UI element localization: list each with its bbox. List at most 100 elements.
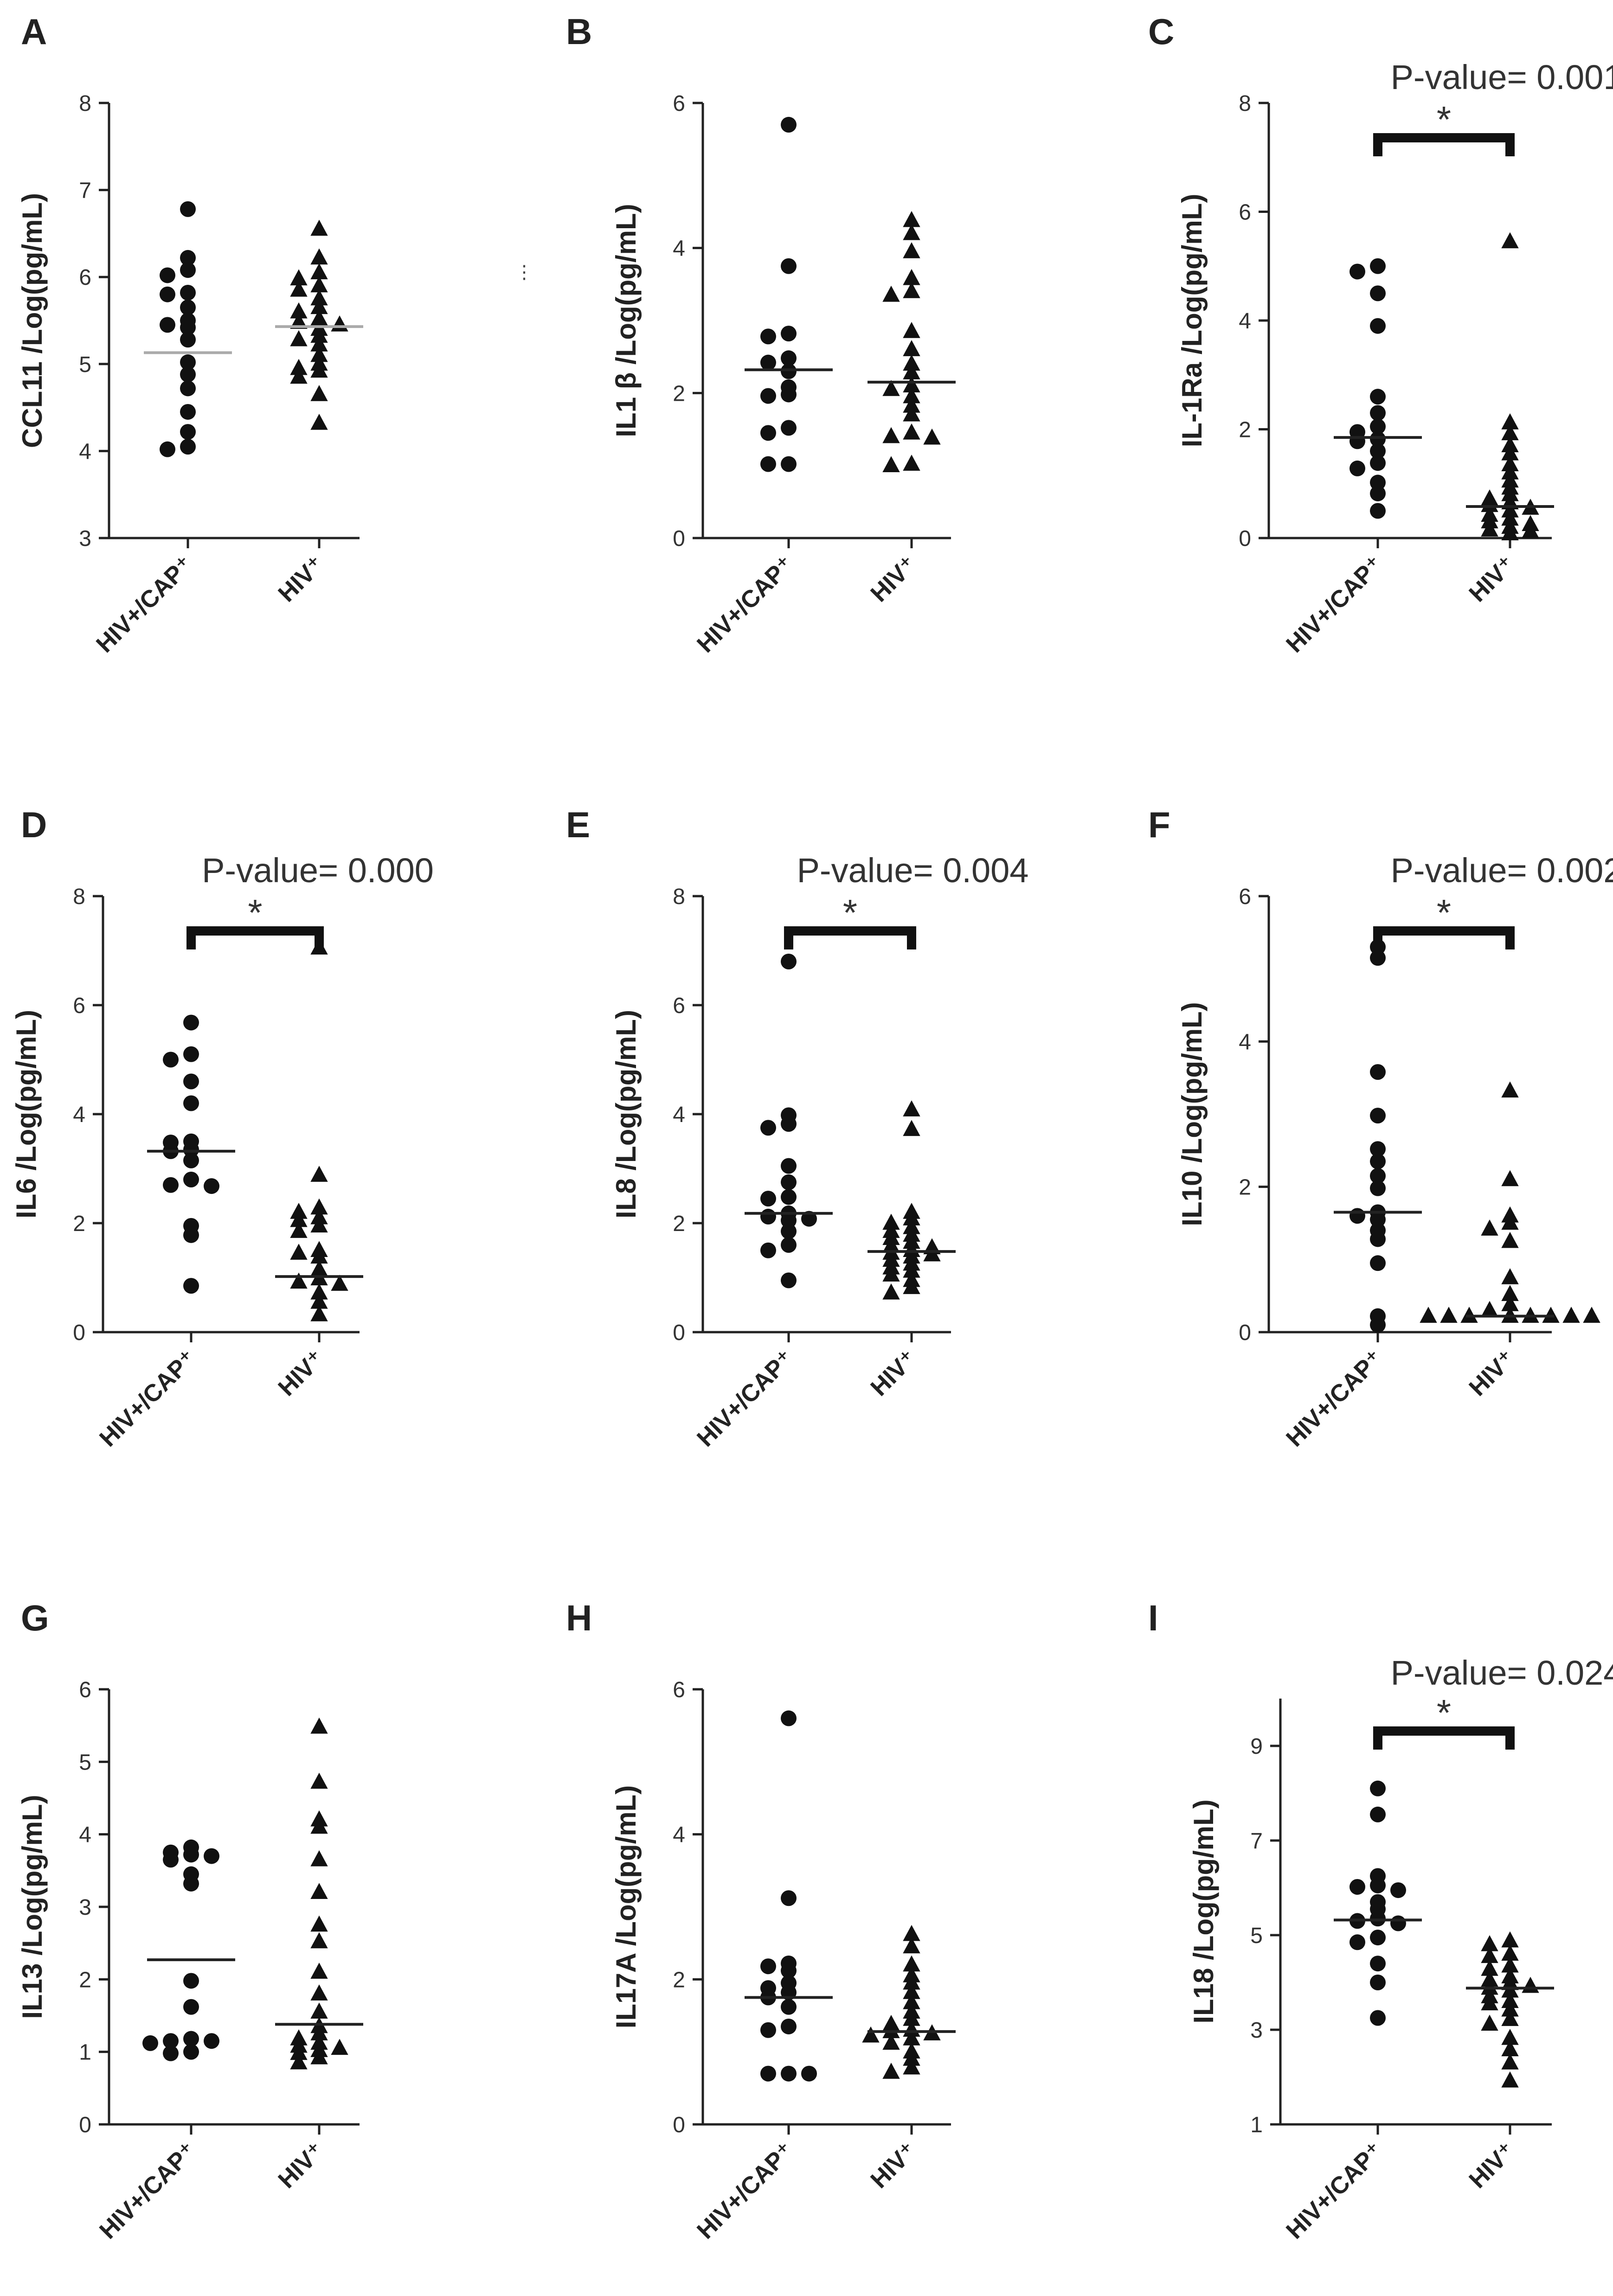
data-point-c-cap	[1370, 258, 1386, 274]
data-point-d-hiv	[310, 1216, 328, 1233]
data-point-f-cap	[1370, 939, 1386, 955]
panel-letter-f: F	[1148, 804, 1170, 845]
data-point-h-hiv	[903, 1937, 920, 1954]
data-point-i-hiv	[1481, 1947, 1498, 1963]
data-point-b-cap	[760, 328, 776, 345]
data-point-h-cap	[760, 1958, 776, 1975]
data-point-a-cap	[180, 262, 196, 278]
data-point-a-cap	[180, 299, 196, 315]
data-point-f-hiv	[1501, 1231, 1519, 1248]
data-point-i-hiv	[1522, 1976, 1539, 1993]
data-point-e-cap	[781, 1223, 797, 1239]
y-tick-label: 9	[1250, 1734, 1263, 1759]
y-tick-label: 6	[673, 994, 685, 1018]
data-point-g-cap	[163, 2045, 179, 2061]
data-point-c-hiv	[1501, 232, 1519, 249]
data-point-g-hiv	[310, 1772, 328, 1789]
data-point-h-cap	[760, 2022, 776, 2038]
data-point-c-hiv	[1501, 436, 1519, 452]
data-point-b-cap	[781, 456, 797, 472]
data-point-b-cap	[781, 258, 797, 274]
data-point-g-hiv	[310, 2048, 328, 2065]
y-tick-label: 4	[79, 1823, 91, 1847]
data-point-c-cap	[1370, 285, 1386, 301]
data-point-b-cap	[781, 116, 797, 133]
panel-letter-g: G	[21, 1597, 49, 1638]
data-point-c-hiv	[1501, 413, 1519, 430]
data-point-f-cap	[1370, 1168, 1386, 1184]
data-point-d-cap	[183, 1278, 199, 1294]
y-tick-label: 2	[673, 1212, 685, 1236]
y-tick-label: 2	[673, 381, 685, 406]
data-point-e-cap	[760, 1208, 776, 1225]
data-point-c-hiv	[1501, 455, 1519, 471]
data-point-b-hiv	[923, 428, 941, 445]
y-tick-label: 8	[1239, 91, 1251, 116]
y-tick-label: 4	[673, 237, 685, 261]
x-category-label: HIV⁺	[1464, 2137, 1521, 2193]
data-point-a-hiv	[290, 280, 308, 297]
data-point-d-hiv	[310, 938, 328, 955]
data-point-g-cap	[142, 2035, 158, 2051]
p-value-label: P-value= 0.004	[797, 851, 1029, 890]
data-point-b-hiv	[903, 282, 920, 298]
data-point-h-cap	[801, 2065, 817, 2082]
data-point-f-hiv	[1501, 1285, 1519, 1301]
y-tick-label: 4	[73, 1103, 85, 1127]
data-point-f-hiv	[1481, 1301, 1498, 1317]
data-point-a-cap	[180, 366, 196, 383]
data-point-h-hiv	[903, 1955, 920, 1972]
data-point-e-cap	[801, 1211, 817, 1227]
data-point-b-cap	[781, 363, 797, 379]
y-tick-label: 2	[1239, 1175, 1251, 1200]
data-point-d-hiv	[310, 1208, 328, 1225]
data-point-b-hiv	[903, 405, 920, 422]
y-axis-label: IL8 /Log(pg/mL)	[610, 1010, 642, 1219]
data-point-i-cap	[1370, 2010, 1386, 2026]
p-value-label: P-value= 0.001	[1391, 58, 1613, 96]
data-point-g-cap	[183, 1973, 199, 1989]
data-point-a-hiv	[290, 302, 308, 319]
data-point-g-hiv	[310, 1963, 328, 1979]
data-point-c-hiv	[1501, 524, 1519, 540]
y-tick-label: 2	[79, 1968, 91, 1992]
x-category-label: HIV⁺	[866, 1345, 922, 1401]
data-point-a-hiv	[290, 269, 308, 286]
y-tick-label: 3	[79, 526, 91, 551]
x-category-label: HIV⁺	[273, 2137, 330, 2193]
significance-star: *	[843, 892, 857, 933]
data-point-i-cap	[1370, 1930, 1386, 1946]
data-point-b-hiv	[882, 427, 900, 443]
data-point-f-cap	[1370, 1212, 1386, 1228]
data-point-c-cap	[1370, 318, 1386, 334]
data-point-d-hiv	[290, 1272, 308, 1289]
y-tick-label: 0	[673, 1321, 685, 1345]
data-point-c-hiv	[1501, 463, 1519, 480]
data-point-e-hiv	[882, 1265, 900, 1282]
data-point-g-hiv	[290, 2044, 308, 2060]
data-point-b-cap	[760, 456, 776, 472]
data-point-c-hiv	[1501, 424, 1519, 441]
data-point-a-hiv	[310, 298, 328, 314]
y-tick-label: 4	[1239, 309, 1251, 333]
data-point-d-hiv	[310, 1305, 328, 1321]
data-point-g-hiv	[310, 1817, 328, 1834]
data-point-i-hiv	[1481, 1994, 1498, 2011]
data-point-e-cap	[781, 1158, 797, 1174]
panel-e: E 0 2 4 6 8 IL8 /Log(pg/mL) HIV+/CAP⁺ HIV⁺ P-valu…	[566, 804, 1028, 1452]
data-point-b-hiv	[903, 455, 920, 471]
data-point-a-hiv	[310, 327, 328, 343]
data-point-b-hiv	[903, 242, 920, 258]
data-point-g-cap	[204, 1848, 219, 1864]
data-point-e-cap	[760, 1191, 776, 1207]
data-point-c-hiv	[1481, 520, 1498, 537]
data-point-f-hiv	[1522, 1307, 1539, 1323]
significance-star: *	[1437, 99, 1451, 140]
y-tick-label: 6	[673, 91, 685, 116]
data-point-e-hiv	[882, 1283, 900, 1300]
y-tick-label: 4	[673, 1823, 685, 1847]
data-point-h-hiv	[903, 1973, 920, 1990]
data-point-d-hiv	[290, 1211, 308, 1227]
data-point-e-cap	[760, 1242, 776, 1258]
